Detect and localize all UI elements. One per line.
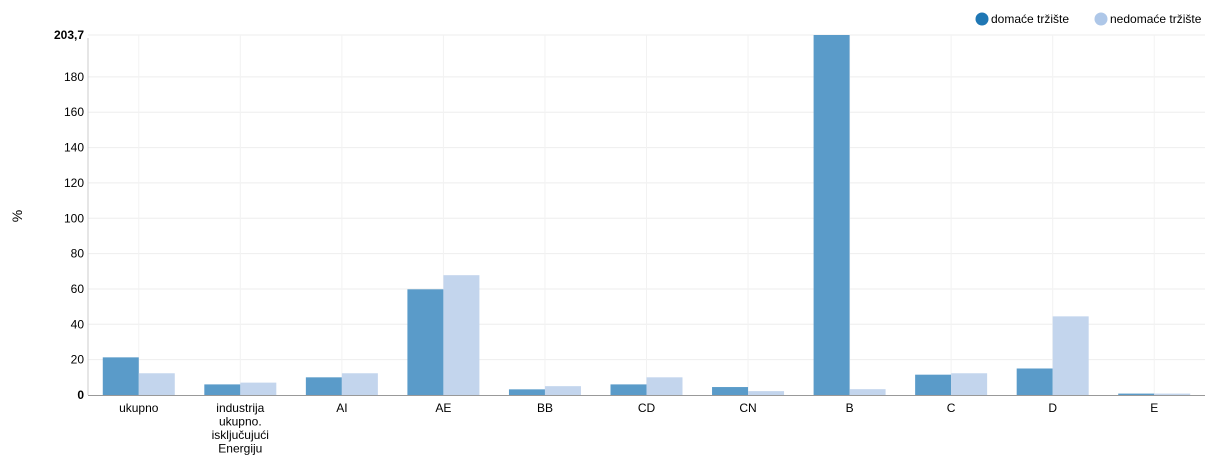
x-tick-label: CD <box>638 401 656 415</box>
x-tick-label-line: C <box>947 401 956 415</box>
bar-nedomace[interactable] <box>646 377 683 395</box>
x-tick-label-line: AI <box>336 401 347 415</box>
bar-nedomace[interactable] <box>443 275 480 395</box>
x-tick-label-line: B <box>846 401 854 415</box>
x-tick-label: D <box>1048 401 1057 415</box>
x-tick-label-line: CN <box>739 401 756 415</box>
bar-nedomace[interactable] <box>1052 316 1089 395</box>
bar-domace[interactable] <box>204 384 241 395</box>
bar-nedomace[interactable] <box>849 389 886 395</box>
x-tick-label: CN <box>739 401 756 415</box>
x-tick-label-line: ukupno <box>119 401 159 415</box>
bar-domace[interactable] <box>102 357 139 395</box>
bar-domace[interactable] <box>1016 368 1053 395</box>
y-tick-label: 20 <box>71 353 85 367</box>
legend-marker-nedomace <box>1094 12 1108 26</box>
x-tick-label: industrija ukupno. isključujući Energiju <box>212 401 269 456</box>
y-tick-label: 180 <box>64 70 84 84</box>
x-tick-label: AE <box>435 401 451 415</box>
x-tick-label-line: CD <box>638 401 656 415</box>
x-tick-label: ukupno <box>119 401 159 415</box>
bar-nedomace[interactable] <box>1154 393 1191 395</box>
y-tick-label: 160 <box>64 105 84 119</box>
x-tick-label-line: D <box>1048 401 1057 415</box>
x-tick-label-line: industrija <box>216 401 264 415</box>
y-tick-label-max: 203,7 <box>54 28 84 42</box>
bar-domace[interactable] <box>712 387 749 395</box>
x-tick-labels: ukupno industrija ukupno. isključujući Energ… <box>119 401 1158 456</box>
bar-nedomace[interactable] <box>240 382 277 395</box>
x-tick-label: E <box>1150 401 1158 415</box>
legend-marker-domace <box>975 12 989 26</box>
bar-domace[interactable] <box>915 374 952 395</box>
bar-domace[interactable] <box>508 389 545 395</box>
x-tick-label-line: AE <box>435 401 451 415</box>
bar-nedomace[interactable] <box>748 391 785 395</box>
bar-nedomace[interactable] <box>138 373 175 395</box>
y-tick-label: 0 <box>77 388 84 402</box>
bar-nedomace[interactable] <box>544 386 581 395</box>
bar-domace[interactable] <box>407 289 444 395</box>
x-tick-label-line: ukupno. <box>219 415 262 429</box>
y-tick-label: 100 <box>64 211 84 225</box>
y-tick-labels: 0 20 40 60 80 100 120 140 160 180 203,7 <box>54 28 84 402</box>
legend-item-domace[interactable]: domaće tržište <box>975 12 1070 26</box>
bar-domace[interactable] <box>813 35 850 395</box>
y-axis-label: % <box>9 210 25 222</box>
y-tick-label: 140 <box>64 141 84 155</box>
bar-domace[interactable] <box>610 384 647 395</box>
y-tick-label: 80 <box>71 247 85 261</box>
gridlines <box>88 34 1205 395</box>
y-tick-label: 60 <box>71 282 85 296</box>
bar-nedomace[interactable] <box>951 373 988 395</box>
bar-domace[interactable] <box>1118 393 1155 395</box>
x-tick-label: AI <box>336 401 347 415</box>
bar-domace[interactable] <box>305 377 342 395</box>
y-tick-label: 40 <box>71 317 85 331</box>
bar-nedomace[interactable] <box>341 373 378 395</box>
x-tick-label-line: Energiju <box>218 442 262 456</box>
x-tick-label: BB <box>537 401 553 415</box>
legend-label-domace: domaće tržište <box>991 12 1069 26</box>
legend-label-nedomace: nedomaće tržište <box>1110 12 1202 26</box>
legend: domaće tržište nedomaće tržište <box>975 12 1202 26</box>
x-tick-label: B <box>846 401 854 415</box>
axes <box>87 38 1205 396</box>
x-tick-label-line: BB <box>537 401 553 415</box>
legend-item-nedomace[interactable]: nedomaće tržište <box>1094 12 1202 26</box>
x-tick-label-line: isključujući <box>212 428 269 442</box>
x-tick-label: C <box>947 401 956 415</box>
y-tick-label: 120 <box>64 176 84 190</box>
x-tick-label-line: E <box>1150 401 1158 415</box>
bars <box>102 35 1191 395</box>
